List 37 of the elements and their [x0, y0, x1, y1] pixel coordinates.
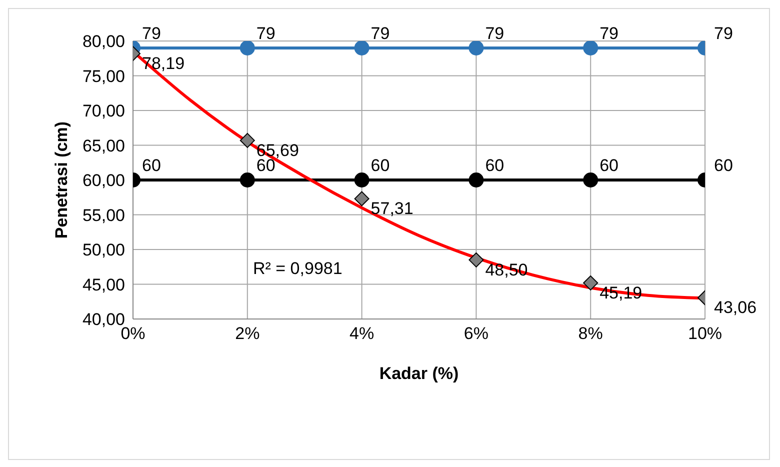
data-label: 79: [142, 24, 161, 43]
data-label: 60: [256, 156, 276, 175]
data-label: 79: [600, 24, 619, 43]
x-tick-label: 2%: [235, 324, 260, 344]
x-tick-label: 4%: [350, 324, 374, 344]
y-axis-title: Penetrasi (cm): [52, 121, 72, 239]
data-label: 79: [714, 24, 733, 43]
y-tick-label: 65,00: [82, 136, 125, 156]
y-tick-label: 50,00: [82, 240, 125, 260]
data-label: 79: [256, 24, 276, 43]
data-label: 43,06: [714, 298, 757, 318]
x-tick-label: 10%: [688, 324, 722, 344]
data-label: 60: [600, 156, 619, 175]
data-label: 60: [485, 156, 504, 175]
x-tick-label: 0%: [120, 324, 146, 344]
x-tick-label: 8%: [578, 324, 603, 344]
data-label: 79: [370, 24, 390, 43]
point: [354, 191, 370, 206]
y-tick-label: 70,00: [82, 102, 125, 121]
point: [468, 252, 484, 268]
point: [354, 172, 370, 188]
data-label: 57,31: [370, 199, 414, 218]
data-label: 60: [370, 156, 390, 175]
y-tick-label: 55,00: [82, 206, 125, 225]
point: [468, 172, 484, 188]
data-label: 60: [714, 156, 733, 175]
point: [354, 41, 370, 56]
annotation: R² = 0,9981: [253, 259, 342, 279]
y-tick-label: 45,00: [82, 275, 125, 294]
data-label: 60: [142, 156, 161, 175]
y-tick-label: 80,00: [82, 32, 125, 52]
data-label: 79: [485, 24, 504, 43]
point: [468, 41, 484, 56]
y-tick-label: 60,00: [82, 171, 125, 190]
x-axis-title: Kadar (%): [379, 364, 459, 383]
x-tick-label: 6%: [464, 324, 488, 344]
y-tick-label: 75,00: [82, 66, 125, 86]
